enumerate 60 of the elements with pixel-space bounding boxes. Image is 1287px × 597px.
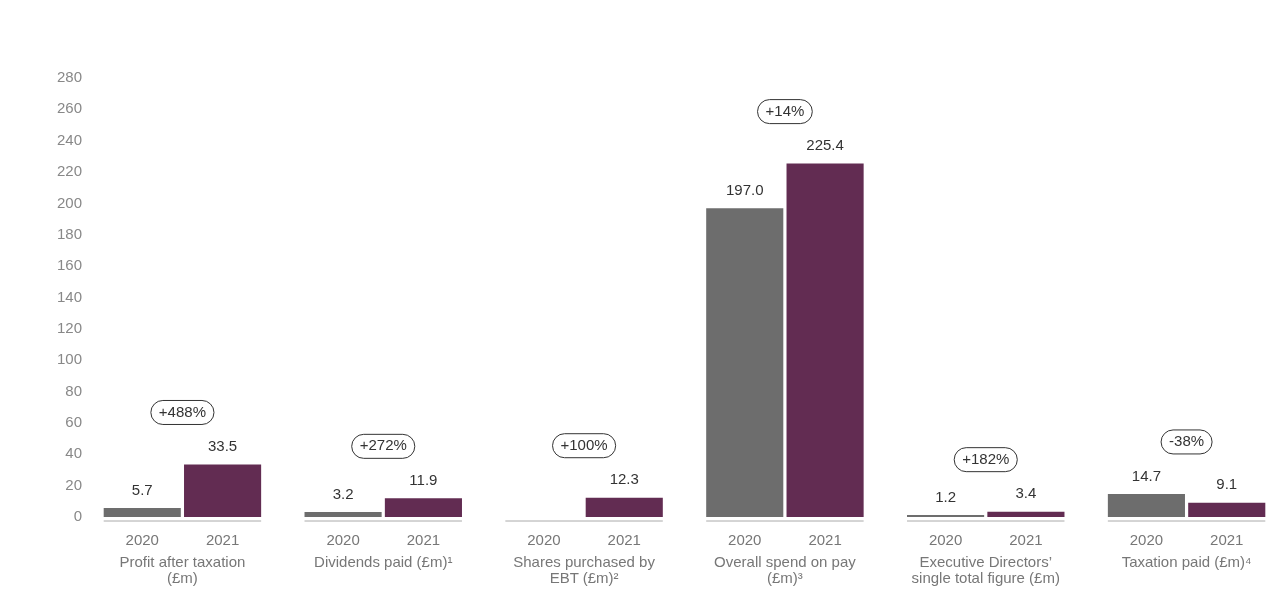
bar (1107, 493, 1185, 517)
text: 2021 (607, 530, 641, 548)
bar (786, 163, 864, 517)
bar (103, 508, 181, 517)
y-tick-label: 260 (56, 99, 82, 117)
x-tick-label: Dividends paid (£m)¹ (314, 552, 453, 570)
data-label: 3.4 (1015, 484, 1037, 502)
data-label: 11.9 (409, 470, 438, 488)
data-label: 3.2 (332, 484, 354, 502)
x-tick-label: Profit after taxation (£m) (119, 552, 246, 586)
data-label: 5.7 (131, 480, 153, 498)
annotation: +488% (158, 402, 206, 420)
y-tick-label: 60 (65, 413, 82, 431)
text: 2020 (1129, 530, 1164, 548)
x-tick-label: Taxation paid (£m)⁴ (1121, 552, 1252, 570)
text: 2021 (1210, 530, 1244, 548)
y-tick-label: 120 (56, 319, 82, 336)
bar (304, 511, 382, 517)
text: 2020 (326, 530, 360, 548)
y-tick-label: 0 (73, 507, 82, 525)
y-tick-label: 220 (56, 162, 82, 180)
data-label: 14.7 (1131, 466, 1162, 484)
text: 2021 (808, 530, 842, 548)
data-label: 197.0 (725, 180, 764, 198)
text: 2021 (406, 530, 441, 548)
text: 2020 (728, 530, 762, 548)
text: 2021 (1009, 530, 1043, 548)
x-tick-label: Shares purchased by EBT (£m)² (513, 552, 656, 586)
annotation: -38% (1169, 432, 1205, 450)
data-label: 9.1 (1216, 475, 1238, 493)
data-label: 1.2 (935, 487, 957, 505)
data-label: 12.3 (609, 470, 639, 488)
annotation: +182% (962, 449, 1010, 467)
y-tick-label: 100 (56, 350, 82, 368)
y-tick-label: 20 (65, 475, 82, 493)
bar (184, 464, 262, 517)
y-tick-label: 80 (65, 381, 82, 399)
data-label: 33.5 (207, 437, 238, 455)
bar (987, 511, 1065, 517)
y-tick-label: 160 (56, 256, 82, 274)
series-label: 2020 (125, 530, 159, 548)
text: 2020 (928, 530, 963, 548)
x-tick-label: Overall spend on pay (£m)³ (714, 552, 857, 586)
y-tick-label: 240 (56, 130, 82, 148)
annotation: +272% (359, 436, 407, 454)
annotation: +14% (765, 101, 805, 119)
y-tick-label: 40 (65, 444, 82, 462)
bar (1188, 502, 1266, 517)
y-tick-label: 200 (56, 193, 82, 211)
text: 2020 (527, 530, 561, 548)
y-tick-label: 140 (56, 287, 82, 305)
data-label: 225.4 (806, 136, 844, 154)
annotation: +100% (560, 435, 608, 453)
bar (585, 497, 663, 517)
bar (706, 208, 784, 517)
y-tick-label: 180 (56, 224, 82, 242)
bar (384, 498, 462, 517)
series-label: 2021 (205, 530, 240, 548)
x-tick-label: Executive Directors’ single total figure (£m) (911, 552, 1060, 586)
y-tick-label: 280 (56, 68, 82, 86)
